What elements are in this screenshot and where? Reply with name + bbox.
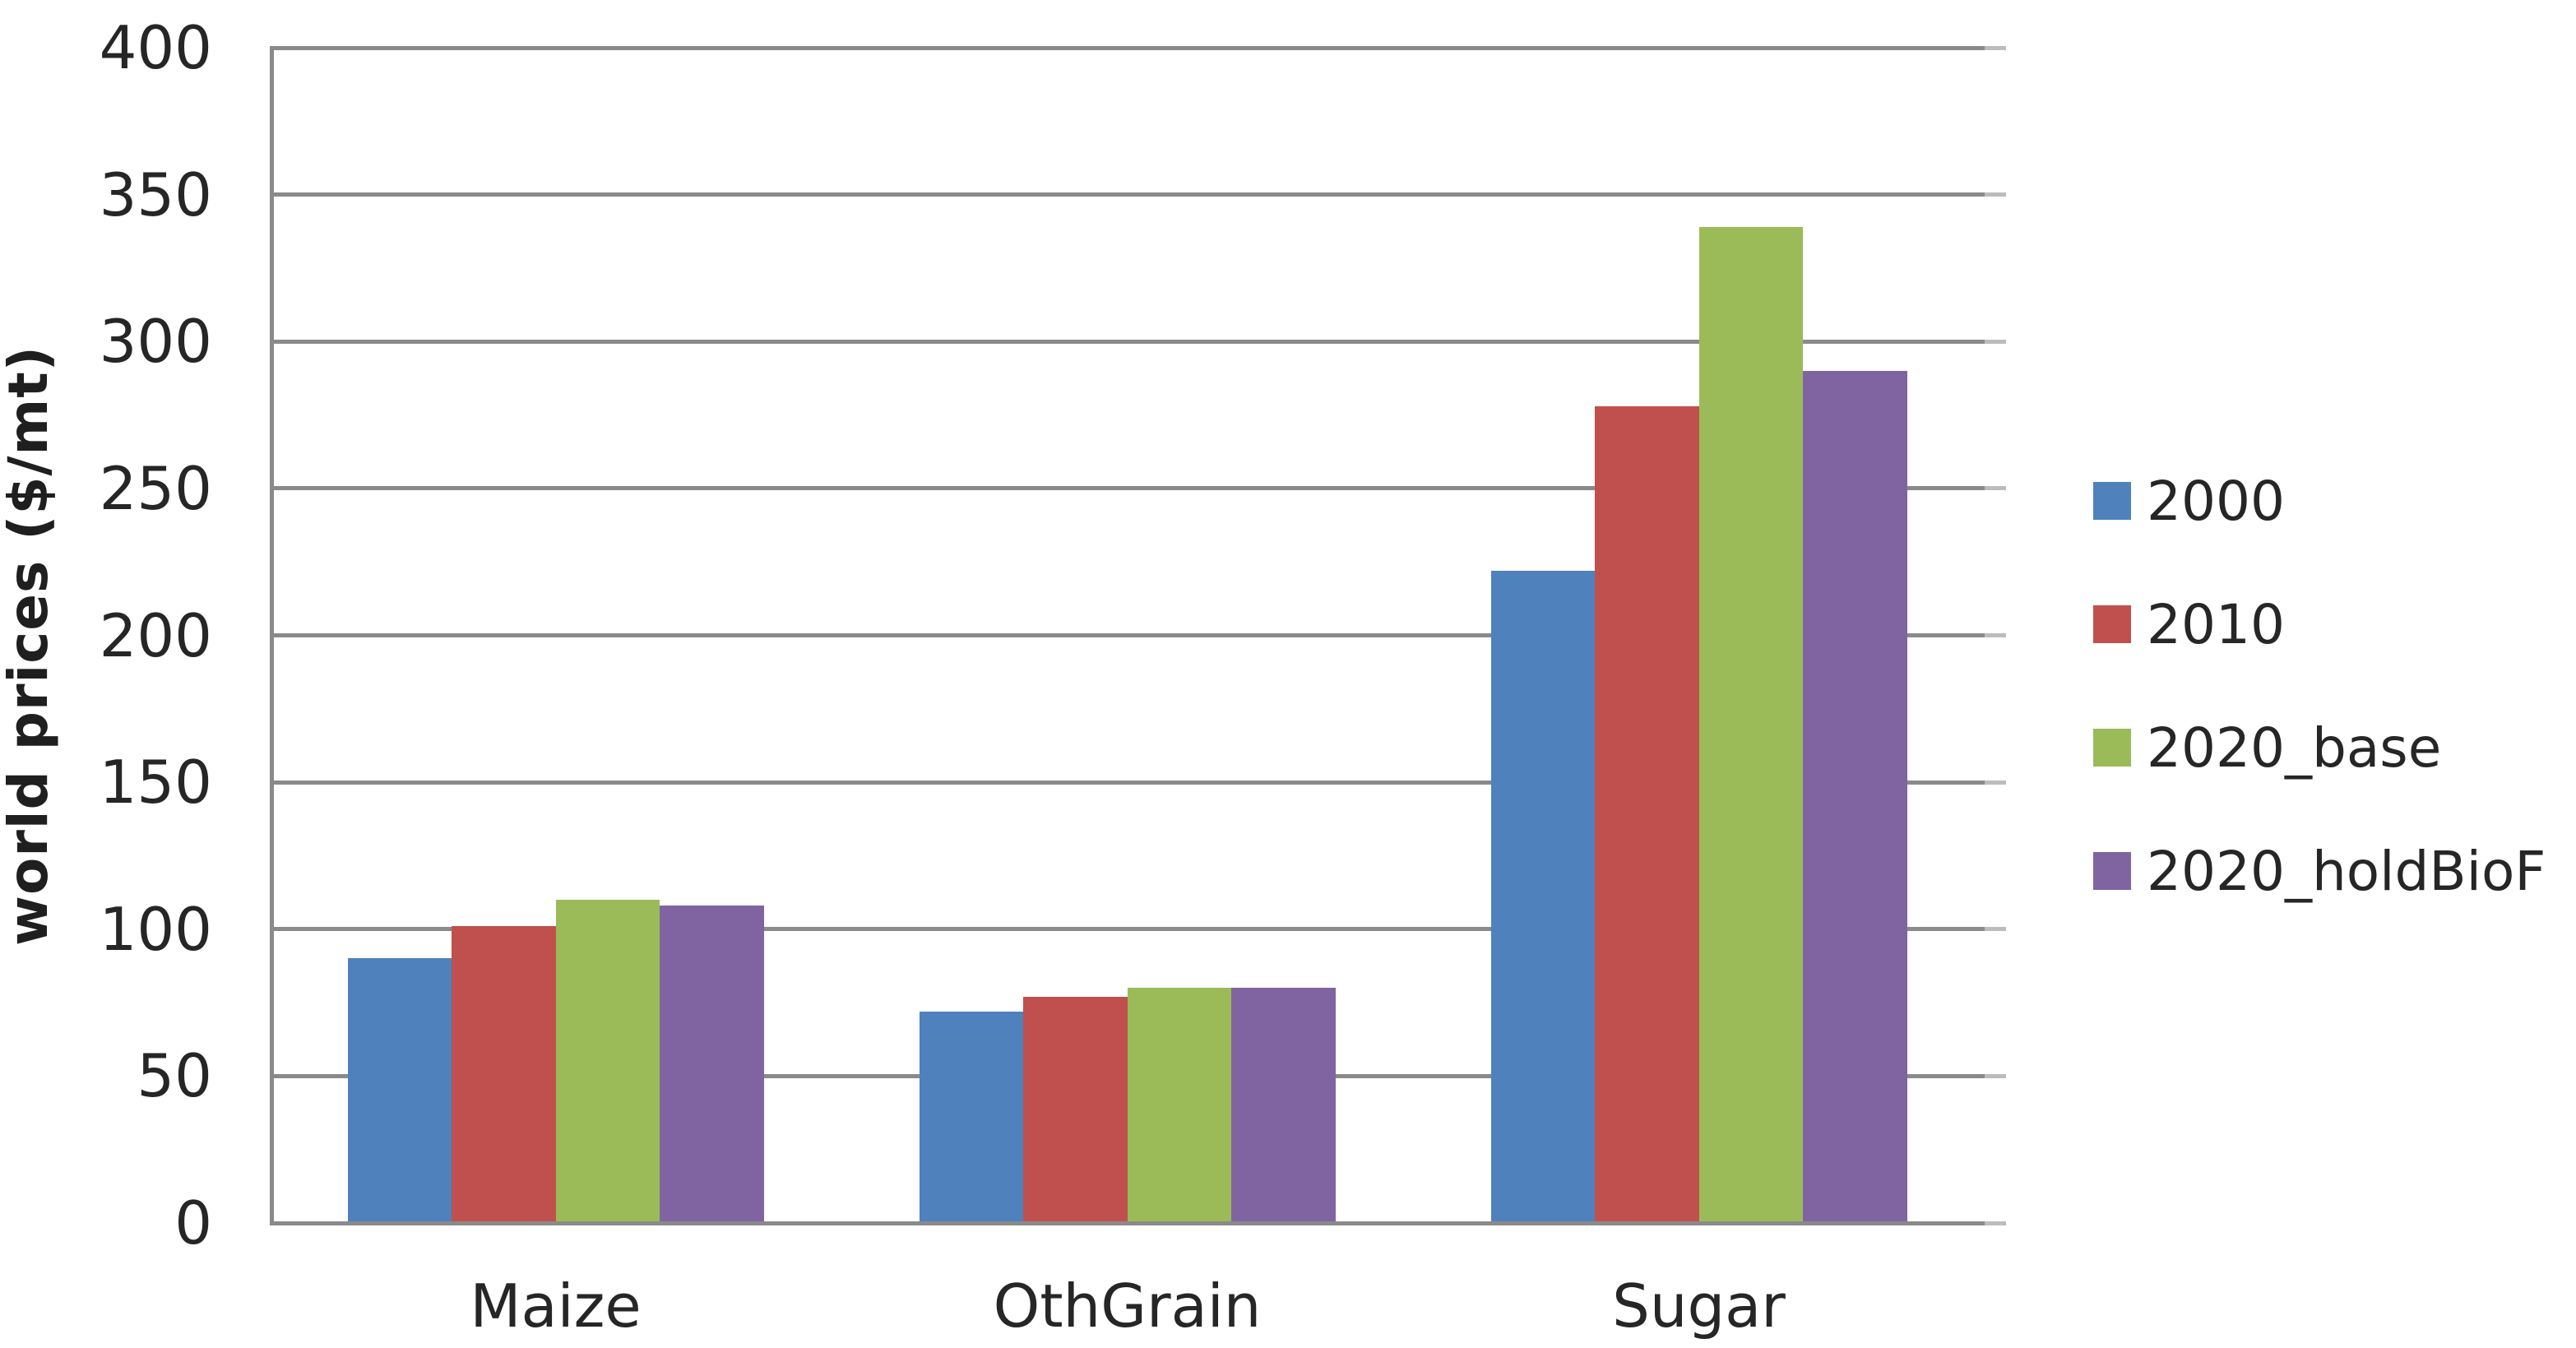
y-tick-label: 150 [99, 748, 212, 818]
legend-swatch-2000 [2093, 482, 2131, 520]
y-tick-label: 300 [99, 307, 212, 377]
legend-label: 2000 [2147, 470, 2285, 533]
gridline [270, 339, 1985, 344]
bar-maize-2010 [452, 926, 556, 1223]
gridline [270, 780, 1985, 785]
legend-swatch-2020_base [2093, 729, 2131, 767]
y-tick-label: 400 [99, 13, 212, 82]
y-tick-label: 100 [99, 894, 212, 964]
bar-sugar-2020_base [1698, 226, 1803, 1223]
gridline [270, 633, 1985, 637]
y-tick-label: 250 [99, 453, 212, 523]
legend-swatch-2020_holdbiof [2093, 852, 2131, 890]
gridline-tick-stub [1985, 1073, 2006, 1078]
x-axis-tick-stub [1985, 1221, 2006, 1225]
x-axis-line [270, 1221, 1985, 1225]
bar-maize-2020_base [555, 900, 660, 1223]
category-label-maize: Maize [470, 1272, 642, 1341]
y-axis-line [270, 45, 274, 1225]
y-tick-label: 350 [99, 160, 212, 229]
category-label-othgrain: OthGrain [993, 1272, 1262, 1341]
gridline-tick-stub [1985, 780, 2006, 785]
category-label-sugar: Sugar [1612, 1272, 1786, 1341]
gridline [270, 192, 1985, 197]
gridline-tick-stub [1985, 633, 2006, 637]
bar-sugar-2000 [1490, 570, 1595, 1223]
gridline-tick-stub [1985, 927, 2006, 932]
gridline [270, 45, 1985, 50]
bar-sugar-2010 [1595, 405, 1699, 1223]
legend-label: 2010 [2147, 593, 2285, 656]
legend-label: 2020_base [2147, 716, 2442, 780]
bar-othgrain-2020_holdbiof [1231, 988, 1336, 1223]
gridline-tick-stub [1985, 339, 2006, 344]
bar-sugar-2020_holdbiof [1803, 370, 1907, 1223]
legend-swatch-2010 [2093, 605, 2131, 643]
bar-maize-2020_holdbiof [660, 906, 764, 1223]
bar-othgrain-2010 [1023, 996, 1128, 1223]
bar-maize-2000 [347, 958, 452, 1223]
y-tick-label: 200 [99, 600, 212, 670]
gridline-tick-stub [1985, 45, 2006, 50]
gridline [270, 927, 1985, 932]
gridline [270, 486, 1985, 491]
legend-label: 2020_holdBioF [2147, 840, 2546, 903]
bar-othgrain-2000 [919, 1011, 1023, 1223]
y-tick-label: 50 [137, 1041, 212, 1111]
y-tick-label: 0 [174, 1188, 212, 1258]
gridline-tick-stub [1985, 192, 2006, 197]
bar-othgrain-2020_base [1127, 988, 1231, 1223]
gridline-tick-stub [1985, 486, 2006, 491]
